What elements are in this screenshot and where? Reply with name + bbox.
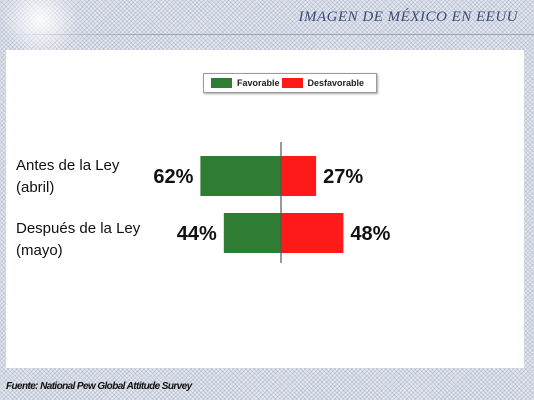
category-label-antes-line1: Antes de la Ley xyxy=(16,157,120,174)
bar-desfavorable-2 xyxy=(281,213,344,253)
category-label-despues-line2: (mayo) xyxy=(16,242,63,259)
category-label-antes-line2: (abril) xyxy=(16,179,55,196)
source-label: Fuente: xyxy=(6,381,39,392)
legend-swatch-desfavorable xyxy=(281,78,303,88)
bar-favorable-1 xyxy=(200,156,281,196)
data-label-favorable-2: 44% xyxy=(177,223,217,245)
source-name: National Pew Global Attitude Survey xyxy=(40,381,192,392)
data-label-favorable-1: 62% xyxy=(153,166,193,188)
chart-panel xyxy=(6,50,524,368)
category-label-despues-line1: Después de la Ley xyxy=(16,220,141,237)
legend-label-favorable: Favorable xyxy=(237,78,280,88)
category-label-antes: Antes de la Ley (abril) xyxy=(16,155,119,199)
legend-swatch-favorable xyxy=(211,78,232,88)
legend-label-desfavorable: Desfavorable xyxy=(307,78,365,88)
data-label-desfavorable-1: 27% xyxy=(323,166,363,188)
data-label-desfavorable-2: 48% xyxy=(350,223,390,245)
category-label-despues: Después de la Ley (mayo) xyxy=(16,218,140,262)
source-note: Fuente: National Pew Global Attitude Sur… xyxy=(6,381,192,392)
bar-desfavorable-1 xyxy=(281,156,317,196)
bar-favorable-2 xyxy=(223,213,281,253)
header-title: IMAGEN DE MÉXICO EN EEUU xyxy=(298,9,518,25)
legend-item-favorable: Favorable xyxy=(211,78,280,88)
chart-legend: Favorable Desfavorable xyxy=(203,73,377,93)
legend-item-desfavorable: Desfavorable xyxy=(281,78,365,88)
header-divider xyxy=(0,34,534,35)
